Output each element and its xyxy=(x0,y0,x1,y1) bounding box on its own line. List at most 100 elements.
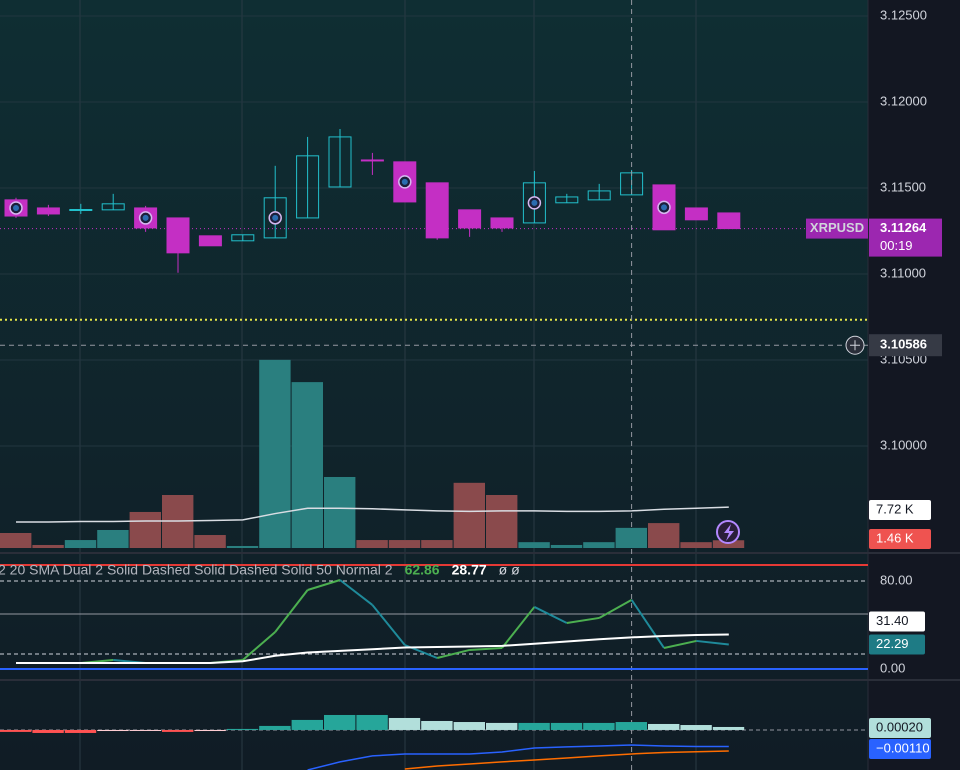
histogram-last-label-box xyxy=(869,718,931,738)
histogram-bar xyxy=(421,720,453,730)
y-tick-label: 80.00 xyxy=(880,572,913,587)
volume-bar xyxy=(226,545,259,548)
histogram-bar xyxy=(324,714,356,730)
chart-background xyxy=(0,0,868,770)
oscillator-segment xyxy=(533,606,568,624)
y-tick-label: 3.11500 xyxy=(880,179,926,194)
candle-body xyxy=(490,217,514,229)
candle-body xyxy=(717,212,741,230)
volume-bar xyxy=(291,382,323,548)
volume-bar xyxy=(550,544,583,548)
volume-ma-label: 7.72 K xyxy=(876,501,914,516)
oscillator-segment xyxy=(630,599,665,649)
vertical-grid xyxy=(79,0,697,770)
volume-bar xyxy=(64,540,97,548)
volume-bar xyxy=(453,482,485,548)
candle-body xyxy=(587,190,611,201)
candle-body xyxy=(555,196,579,204)
oscillator-segment xyxy=(371,604,406,646)
alert-icon-bolt xyxy=(724,524,734,541)
candle-body xyxy=(36,207,60,215)
histogram-bar xyxy=(0,729,32,732)
oscillator-last-label-box xyxy=(869,634,925,655)
histogram-bar xyxy=(64,729,97,733)
volume-bar xyxy=(32,544,64,548)
histogram-bar xyxy=(453,722,485,730)
crosshair-price-box xyxy=(869,334,942,357)
oscillator-last-label-box xyxy=(869,611,925,632)
volume-bar xyxy=(0,533,32,548)
volume-bar xyxy=(259,359,291,548)
volume-bar xyxy=(518,542,550,548)
event-marker-dot xyxy=(661,204,667,211)
candle-body xyxy=(69,208,93,211)
candle-body xyxy=(522,182,546,224)
candle-body xyxy=(458,209,482,229)
oscillator-segment xyxy=(339,579,374,606)
histogram-bar xyxy=(680,725,712,730)
histogram-bar xyxy=(583,722,615,730)
signal-line xyxy=(404,750,729,770)
histogram-bar xyxy=(32,729,64,733)
oscillator-segment xyxy=(566,616,600,624)
volume-label-box xyxy=(869,529,931,549)
candle-body xyxy=(101,203,125,211)
volume-bar xyxy=(712,540,745,548)
histogram-bar xyxy=(712,726,745,730)
event-marker-dot xyxy=(13,204,19,211)
y-tick-label: 3.10000 xyxy=(880,437,927,452)
y-tick-label: 3.11000 xyxy=(880,265,926,280)
histogram-bar xyxy=(518,722,550,730)
volume-label: 1.46 K xyxy=(876,530,914,545)
candle-body xyxy=(328,136,352,188)
oscillator-segment xyxy=(663,639,697,649)
candle-body xyxy=(198,235,222,247)
oscillator-last-label: 22.29 xyxy=(876,636,909,651)
histogram-bar xyxy=(259,725,291,730)
volume-bar xyxy=(324,476,356,548)
event-marker-dot xyxy=(401,178,408,185)
oscillator-segment xyxy=(307,579,341,591)
oscillator-segment xyxy=(242,631,276,661)
last-price-label: 3.11264 xyxy=(880,220,927,235)
candle-body xyxy=(231,234,255,242)
volume-bar xyxy=(648,523,680,548)
histogram-bar xyxy=(486,722,518,730)
oscillator-line xyxy=(16,633,729,664)
volume-bar xyxy=(421,540,453,548)
oscillator-last-label: 31.40 xyxy=(876,613,909,628)
indicator-value: 28.77 xyxy=(452,562,487,578)
histogram-bar xyxy=(550,722,583,730)
volume-bar xyxy=(356,540,388,548)
symbol-label-box xyxy=(806,218,868,239)
indicator-na: ø ø xyxy=(499,562,520,578)
symbol-label: XRPUSD xyxy=(810,220,864,235)
oscillator-segment xyxy=(598,598,633,619)
macd-line xyxy=(307,744,729,770)
volume-bar xyxy=(615,527,647,548)
candle-body xyxy=(684,207,708,221)
y-tick-label: 3.12000 xyxy=(880,93,927,108)
candle-body xyxy=(263,197,287,239)
histogram-bar xyxy=(194,729,226,732)
y-tick-label: 3.12500 xyxy=(880,7,927,22)
price-axis-background xyxy=(868,0,960,770)
histogram-bar xyxy=(648,723,680,730)
add-alert-plus xyxy=(850,340,860,351)
macd-last-label-box xyxy=(869,739,931,759)
candle-body xyxy=(360,159,384,162)
volume-ma-line xyxy=(16,506,729,523)
oscillator-segment xyxy=(436,648,470,659)
volume-ma-label-box xyxy=(869,500,931,520)
volume-bar xyxy=(97,529,129,548)
volume-bar xyxy=(388,540,421,548)
histogram-bar xyxy=(226,728,259,730)
oscillator-segment xyxy=(696,639,729,646)
histogram-bar xyxy=(97,729,129,732)
histogram-bar xyxy=(388,717,421,730)
volume-bar xyxy=(194,535,226,548)
histogram-last-label: 0.00020 xyxy=(876,719,923,734)
y-tick-label: 0.00 xyxy=(880,660,905,675)
oscillator-segment xyxy=(469,646,503,651)
indicator-legend: 2 20 SMA Dual 2 Solid Dashed Solid Dashe… xyxy=(0,562,393,578)
